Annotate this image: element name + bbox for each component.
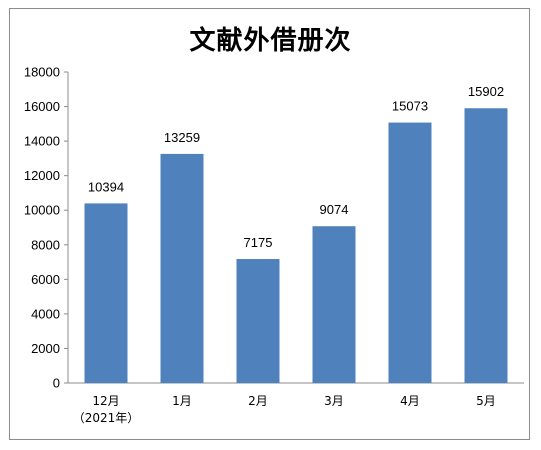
bar xyxy=(84,203,128,383)
x-category-label: 3月 xyxy=(324,394,344,408)
x-category-label: 12月 xyxy=(92,394,119,408)
y-tick-label: 2000 xyxy=(31,341,60,356)
bar xyxy=(388,122,432,383)
y-tick-label: 4000 xyxy=(31,306,60,321)
chart-title: 文献外借册次 xyxy=(189,26,352,56)
x-category-label: 2月 xyxy=(248,394,268,408)
bar xyxy=(236,259,280,383)
bar xyxy=(464,108,508,383)
data-label: 9074 xyxy=(320,202,349,217)
y-tick-label: 14000 xyxy=(24,134,60,149)
bar xyxy=(312,226,356,383)
x-category-label: （2021年） xyxy=(73,411,140,425)
data-label: 7175 xyxy=(244,235,273,250)
y-tick-label: 12000 xyxy=(24,168,60,183)
data-label: 15902 xyxy=(468,84,504,99)
y-tick-label: 0 xyxy=(53,376,60,391)
data-label: 15073 xyxy=(392,99,428,114)
x-category-label: 4月 xyxy=(400,394,420,408)
y-tick-label: 16000 xyxy=(24,99,60,114)
y-tick-label: 10000 xyxy=(24,203,60,218)
y-tick-label: 6000 xyxy=(31,272,60,287)
data-label: 13259 xyxy=(164,130,200,145)
y-tick-label: 18000 xyxy=(24,65,60,80)
x-category-label: 1月 xyxy=(172,394,192,408)
data-label: 10394 xyxy=(88,179,124,194)
y-tick-label: 8000 xyxy=(31,237,60,252)
x-category-label: 5月 xyxy=(476,394,496,408)
bar xyxy=(160,153,204,383)
